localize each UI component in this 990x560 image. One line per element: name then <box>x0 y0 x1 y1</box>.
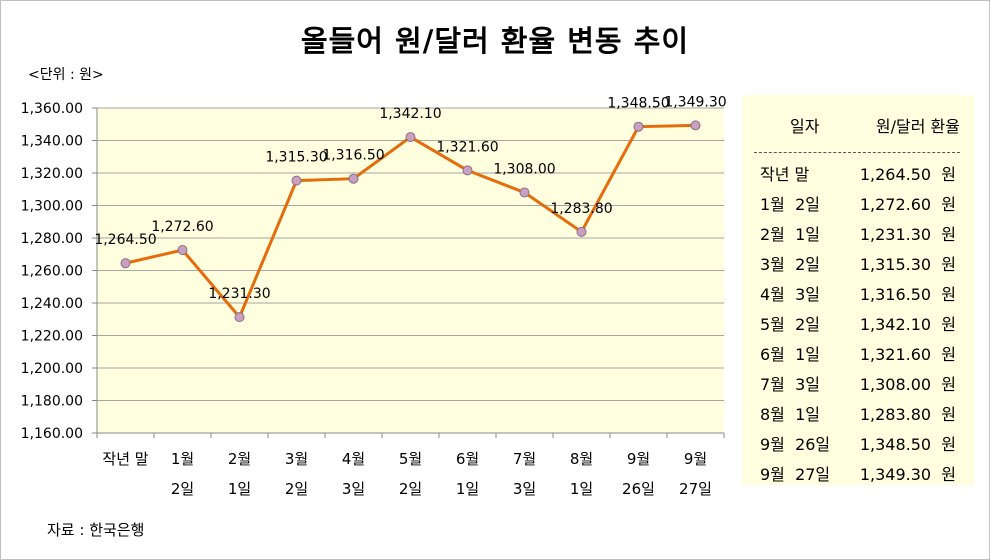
header-rate: 원/달러 환율 <box>875 117 960 136</box>
y-tick-label: 1,340.00 <box>21 134 83 150</box>
x-tick-label: 4월 <box>342 450 365 468</box>
x-tick-label: 2일 <box>285 480 308 498</box>
row-date: 작년 말 <box>760 165 810 184</box>
y-tick-label: 1,160.00 <box>21 426 83 442</box>
data-point <box>291 175 302 186</box>
x-tick-label: 3일 <box>342 480 365 498</box>
row-rate: 1,283.80 원 <box>859 405 956 424</box>
data-label: 1,272.60 <box>151 219 213 235</box>
x-tick-label: 9월 <box>627 450 650 468</box>
x-tick-label: 27일 <box>679 480 712 498</box>
row-date: 8월 1일 <box>760 405 820 424</box>
data-label: 1,231.30 <box>208 286 270 302</box>
x-tick-label: 1일 <box>570 480 593 498</box>
table-row: 8월 1일 1,283.80 원 <box>742 397 974 427</box>
data-point <box>519 187 530 198</box>
x-tick-label: 26일 <box>622 480 655 498</box>
chart-title: 올들어 원/달러 환율 변동 추이 <box>300 24 690 58</box>
data-label: 1,348.50 <box>607 96 669 112</box>
x-tick-label: 2일 <box>399 480 422 498</box>
x-tick-label: 9월 <box>684 450 707 468</box>
table-row: 2월 1일 1,231.30 원 <box>742 217 974 247</box>
y-tick-label: 1,260.00 <box>21 264 83 280</box>
x-tick-label: 1일 <box>456 480 479 498</box>
y-tick-label: 1,180.00 <box>21 394 83 410</box>
row-rate: 1,231.30 원 <box>859 225 956 244</box>
data-point <box>576 226 587 237</box>
y-tick-label: 1,200.00 <box>21 361 83 377</box>
data-point <box>177 245 188 256</box>
row-date: 7월 3일 <box>760 375 820 394</box>
y-tick-label: 1,300.00 <box>21 199 83 215</box>
row-rate: 1,316.50 원 <box>859 285 956 304</box>
row-rate: 1,264.50 원 <box>859 165 956 184</box>
table-header: 일자 원/달러 환율 <box>742 95 974 153</box>
data-point <box>405 132 416 143</box>
data-point <box>348 173 359 184</box>
data-label: 1,264.50 <box>94 232 156 248</box>
table-row: 9월 27일 1,349.30 원 <box>742 457 974 487</box>
row-rate: 1,272.60 원 <box>859 195 956 214</box>
row-date: 1월 2일 <box>760 195 820 214</box>
table-row: 9월 26일 1,348.50 원 <box>742 427 974 457</box>
data-label: 1,342.10 <box>379 106 441 122</box>
row-date: 5월 2일 <box>760 315 820 334</box>
data-point <box>633 121 644 132</box>
row-rate: 1,321.60 원 <box>859 345 956 364</box>
row-rate: 1,349.30 원 <box>859 465 956 484</box>
row-date: 3월 2일 <box>760 255 820 274</box>
data-label: 1,316.50 <box>322 148 384 164</box>
data-label: 1,308.00 <box>493 162 555 178</box>
data-point <box>234 312 245 323</box>
x-tick-label: 2월 <box>228 450 251 468</box>
data-point <box>690 120 701 131</box>
data-label: 1,283.80 <box>550 201 612 217</box>
data-label: 1,349.30 <box>664 94 726 110</box>
x-tick-label: 7월 <box>513 450 536 468</box>
source-note: 자료 : 한국은행 <box>47 521 145 539</box>
row-rate: 1,348.50 원 <box>859 435 956 454</box>
unit-label: <단위 : 원> <box>28 67 104 83</box>
y-tick-label: 1,360.00 <box>21 101 83 117</box>
row-date: 6월 1일 <box>760 345 820 364</box>
table-divider <box>754 152 960 153</box>
row-date: 2월 1일 <box>760 225 820 244</box>
row-rate: 1,315.30 원 <box>859 255 956 274</box>
data-point <box>462 165 473 176</box>
row-date: 9월 27일 <box>760 465 831 484</box>
y-tick-label: 1,220.00 <box>21 329 83 345</box>
x-tick-label: 작년 말 <box>102 450 148 468</box>
x-tick-label: 8월 <box>570 450 593 468</box>
x-tick-label: 1일 <box>228 480 251 498</box>
table-row: 6월 1일 1,321.60 원 <box>742 337 974 367</box>
y-tick-label: 1,240.00 <box>21 296 83 312</box>
rate-table: 일자 원/달러 환율 작년 말 1,264.50 원 1월 2일 1,272.60 원… <box>742 95 974 485</box>
table-row: 5월 2일 1,342.10 원 <box>742 307 974 337</box>
row-rate: 1,342.10 원 <box>859 315 956 334</box>
x-tick-label: 3월 <box>285 450 308 468</box>
table-row: 3월 2일 1,315.30 원 <box>742 247 974 277</box>
x-tick-label: 2일 <box>171 480 194 498</box>
data-label: 1,321.60 <box>436 139 498 155</box>
table-row: 1월 2일 1,272.60 원 <box>742 187 974 217</box>
header-date: 일자 <box>790 117 820 136</box>
row-date: 4월 3일 <box>760 285 820 304</box>
table-row: 작년 말 1,264.50 원 <box>742 157 974 187</box>
row-date: 9월 26일 <box>760 435 831 454</box>
x-tick-label: 1월 <box>171 450 194 468</box>
table-row: 7월 3일 1,308.00 원 <box>742 367 974 397</box>
data-label: 1,315.30 <box>265 150 327 166</box>
y-tick-label: 1,320.00 <box>21 166 83 182</box>
data-point <box>120 258 131 269</box>
x-tick-label: 5월 <box>399 450 422 468</box>
row-rate: 1,308.00 원 <box>859 375 956 394</box>
x-tick-label: 3일 <box>513 480 536 498</box>
table-row: 4월 3일 1,316.50 원 <box>742 277 974 307</box>
x-tick-label: 6월 <box>456 450 479 468</box>
y-tick-label: 1,280.00 <box>21 231 83 247</box>
